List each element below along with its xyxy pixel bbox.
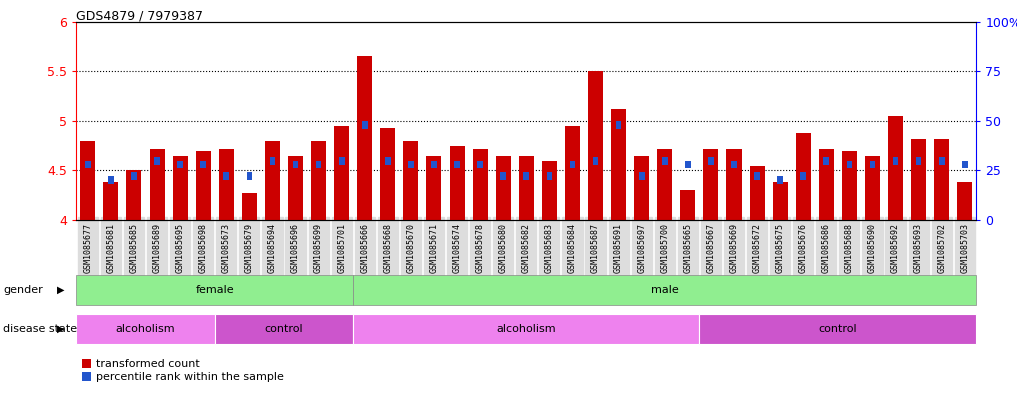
Bar xyxy=(588,71,603,220)
Bar xyxy=(842,151,857,220)
Bar xyxy=(657,149,672,220)
Bar xyxy=(800,173,806,180)
Bar xyxy=(870,160,876,169)
Bar xyxy=(935,139,949,220)
Bar xyxy=(819,149,834,220)
Bar xyxy=(131,173,137,180)
Bar xyxy=(795,133,811,220)
Text: alcoholism: alcoholism xyxy=(496,324,556,334)
Bar xyxy=(353,275,976,305)
Bar xyxy=(242,193,257,220)
Bar xyxy=(200,160,206,169)
Bar xyxy=(126,171,141,220)
Bar xyxy=(750,165,765,220)
Bar xyxy=(570,160,576,169)
Bar xyxy=(726,149,741,220)
Bar xyxy=(639,173,645,180)
Bar xyxy=(408,160,414,169)
Bar xyxy=(680,190,696,220)
Bar xyxy=(962,160,967,169)
Bar xyxy=(362,121,367,129)
Bar xyxy=(662,156,667,165)
Bar xyxy=(155,156,160,165)
Bar xyxy=(893,156,898,165)
Bar xyxy=(915,156,921,165)
Bar xyxy=(773,182,787,220)
Bar xyxy=(335,126,349,220)
Bar xyxy=(777,176,783,184)
Text: male: male xyxy=(651,285,678,295)
Bar xyxy=(339,156,345,165)
Text: female: female xyxy=(195,285,234,295)
Bar xyxy=(219,149,234,220)
Bar xyxy=(293,160,298,169)
Text: gender: gender xyxy=(3,285,43,295)
Bar xyxy=(593,156,598,165)
Bar xyxy=(495,156,511,220)
Bar xyxy=(76,314,215,344)
Bar xyxy=(195,151,211,220)
Bar xyxy=(455,160,460,169)
Bar xyxy=(450,146,465,220)
Bar xyxy=(224,173,229,180)
Bar xyxy=(685,160,691,169)
Bar xyxy=(265,141,280,220)
Bar xyxy=(911,139,926,220)
Bar xyxy=(565,126,580,220)
Bar xyxy=(957,182,972,220)
Bar xyxy=(704,149,718,220)
Bar xyxy=(108,176,114,184)
Bar xyxy=(215,314,353,344)
Bar xyxy=(542,160,557,220)
Bar xyxy=(311,141,326,220)
Bar xyxy=(546,173,552,180)
Legend: transformed count, percentile rank within the sample: transformed count, percentile rank withi… xyxy=(81,359,284,382)
Bar xyxy=(246,173,252,180)
Bar xyxy=(385,156,391,165)
Bar xyxy=(357,56,372,220)
Bar xyxy=(635,156,649,220)
Bar xyxy=(85,160,91,169)
Bar xyxy=(177,160,183,169)
Bar xyxy=(519,156,534,220)
Text: ▶: ▶ xyxy=(57,285,64,295)
Text: GDS4879 / 7979387: GDS4879 / 7979387 xyxy=(76,10,203,23)
Bar xyxy=(824,156,829,165)
Text: ▶: ▶ xyxy=(57,324,64,334)
Bar xyxy=(173,156,187,220)
Bar xyxy=(431,160,437,169)
Bar xyxy=(939,156,945,165)
Bar xyxy=(315,160,321,169)
Bar xyxy=(846,160,852,169)
Bar xyxy=(288,156,303,220)
Bar xyxy=(865,156,880,220)
Bar xyxy=(104,182,118,220)
Bar xyxy=(888,116,903,220)
Bar xyxy=(380,128,396,220)
Bar xyxy=(404,141,418,220)
Text: alcoholism: alcoholism xyxy=(116,324,175,334)
Bar xyxy=(473,149,487,220)
Bar xyxy=(353,314,700,344)
Bar xyxy=(611,109,626,220)
Bar xyxy=(76,275,353,305)
Bar xyxy=(708,156,714,165)
Bar xyxy=(731,160,737,169)
Bar xyxy=(700,314,976,344)
Bar xyxy=(80,141,96,220)
Bar xyxy=(149,149,165,220)
Text: control: control xyxy=(264,324,303,334)
Bar xyxy=(270,156,276,165)
Bar xyxy=(615,121,621,129)
Bar xyxy=(426,156,441,220)
Bar xyxy=(524,173,529,180)
Bar xyxy=(500,173,506,180)
Text: disease state: disease state xyxy=(3,324,77,334)
Text: control: control xyxy=(819,324,857,334)
Bar xyxy=(477,160,483,169)
Bar xyxy=(755,173,760,180)
